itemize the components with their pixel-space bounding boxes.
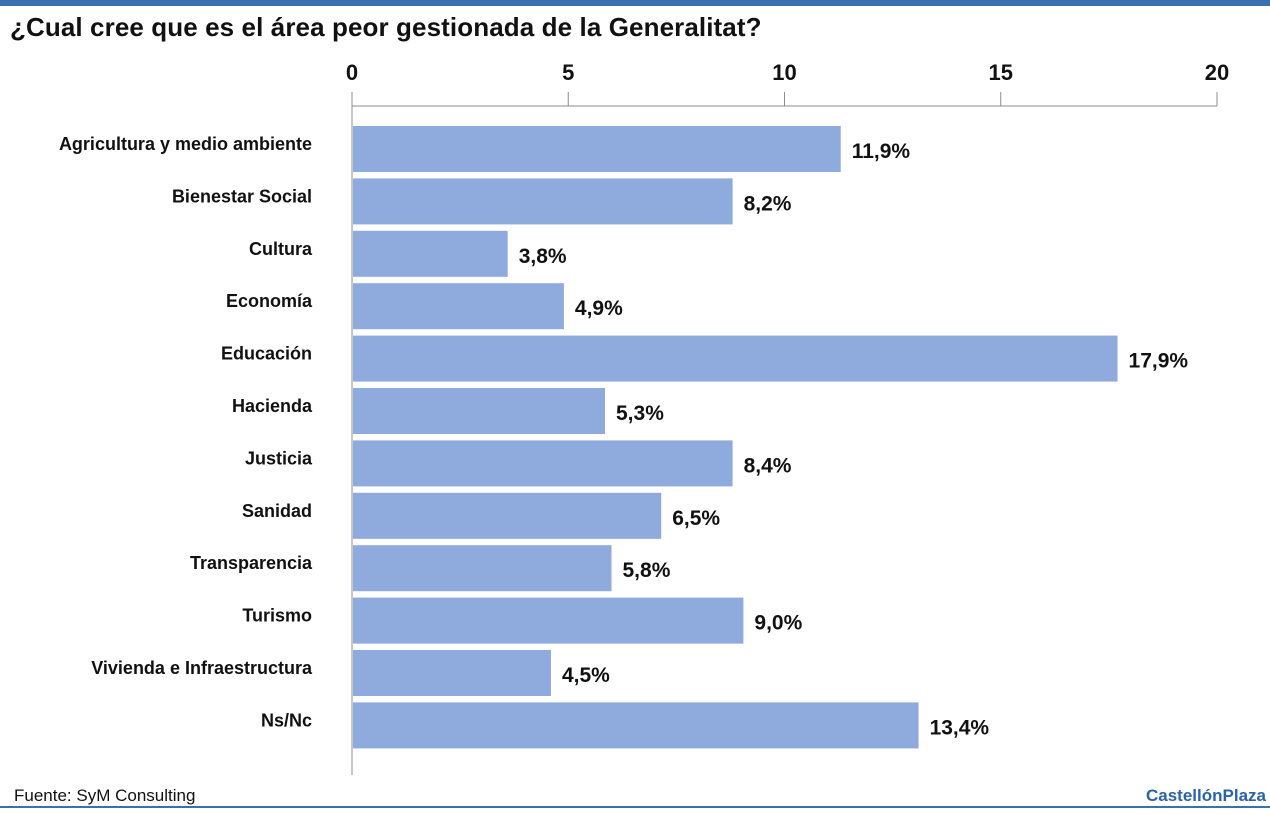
category-label: Sanidad <box>242 501 312 521</box>
bar-9 <box>353 545 612 592</box>
data-label: 8,2% <box>744 192 792 215</box>
data-label: 13,4% <box>930 716 990 739</box>
category-label: Vivienda e Infraestructura <box>91 658 313 678</box>
category-label: Justicia <box>245 448 313 468</box>
category-label: Hacienda <box>232 396 313 416</box>
bar-1 <box>353 126 841 172</box>
top-rule <box>0 0 1270 6</box>
bar-10 <box>353 597 744 644</box>
data-label: 5,8% <box>623 559 671 582</box>
bar-2 <box>353 178 733 225</box>
data-label: 3,8% <box>519 245 567 268</box>
bar-12 <box>353 702 919 749</box>
data-label: 4,9% <box>575 297 623 320</box>
data-label: 17,9% <box>1129 350 1189 373</box>
category-label: Economía <box>226 291 313 311</box>
category-label: Educación <box>221 344 312 364</box>
bar-11 <box>353 650 551 696</box>
data-label: 9,0% <box>754 612 802 635</box>
data-label: 4,5% <box>562 664 610 687</box>
bar-7 <box>353 440 733 487</box>
category-label: Cultura <box>249 239 313 259</box>
bar-3 <box>353 230 508 277</box>
bar-6 <box>353 388 606 434</box>
x-tick-label: 0 <box>346 60 358 85</box>
category-label: Bienestar Social <box>172 186 312 206</box>
chart-title: ¿Cual cree que es el área peor gestionad… <box>10 12 762 42</box>
category-label: Agricultura y medio ambiente <box>59 134 312 154</box>
bar-5 <box>353 335 1118 382</box>
data-label: 5,3% <box>616 402 664 425</box>
data-label: 6,5% <box>672 507 720 530</box>
category-label: Ns/Nc <box>261 710 312 730</box>
bar-4 <box>353 283 564 330</box>
x-tick-label: 10 <box>772 60 796 85</box>
data-label: 11,9% <box>852 140 911 163</box>
category-label: Transparencia <box>190 553 313 573</box>
x-tick-label: 15 <box>989 60 1013 85</box>
x-tick-label: 5 <box>562 60 574 85</box>
brand-logo-text: CastellónPlaza <box>1146 786 1266 805</box>
bottom-rule <box>0 806 1270 808</box>
source-note: Fuente: SyM Consulting <box>14 786 196 805</box>
x-tick-label: 20 <box>1205 60 1229 85</box>
bar-8 <box>353 492 662 539</box>
data-label: 8,4% <box>744 454 792 477</box>
category-label: Turismo <box>242 606 312 626</box>
